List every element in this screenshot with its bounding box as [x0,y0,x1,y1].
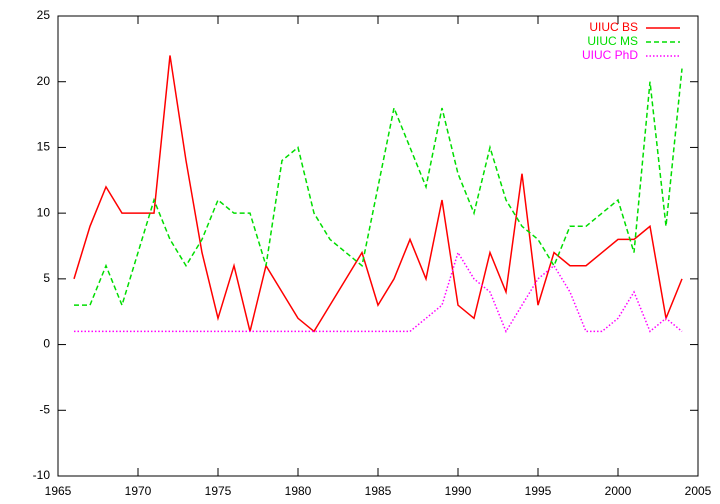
plot-frame [57,15,699,477]
y-tick-label: 25 [37,8,51,22]
legend-label: UIUC BS [589,20,638,34]
x-tick-label: 2005 [685,484,712,498]
x-tick-label: 1995 [525,484,552,498]
y-tick-label: 10 [37,205,51,219]
x-tick-label: 1965 [45,484,72,498]
y-tick-label: 20 [37,74,51,88]
x-tick-label: 1970 [125,484,152,498]
legend-label: UIUC PhD [582,48,638,62]
series-line [74,68,683,308]
series-line [74,250,683,334]
y-tick-label: -5 [39,402,50,416]
x-tick-label: 2000 [605,484,632,498]
y-tick-label: 5 [43,271,50,285]
y-tick-label: -10 [33,468,51,482]
x-tick-label: 1975 [205,484,232,498]
x-tick-label: 1980 [285,484,312,498]
x-tick-label: 1985 [365,484,392,498]
y-tick-label: 0 [43,337,50,351]
legend-label: UIUC MS [587,34,638,48]
y-tick-label: 15 [37,140,51,154]
series-line [73,55,683,333]
x-tick-label: 1990 [445,484,472,498]
